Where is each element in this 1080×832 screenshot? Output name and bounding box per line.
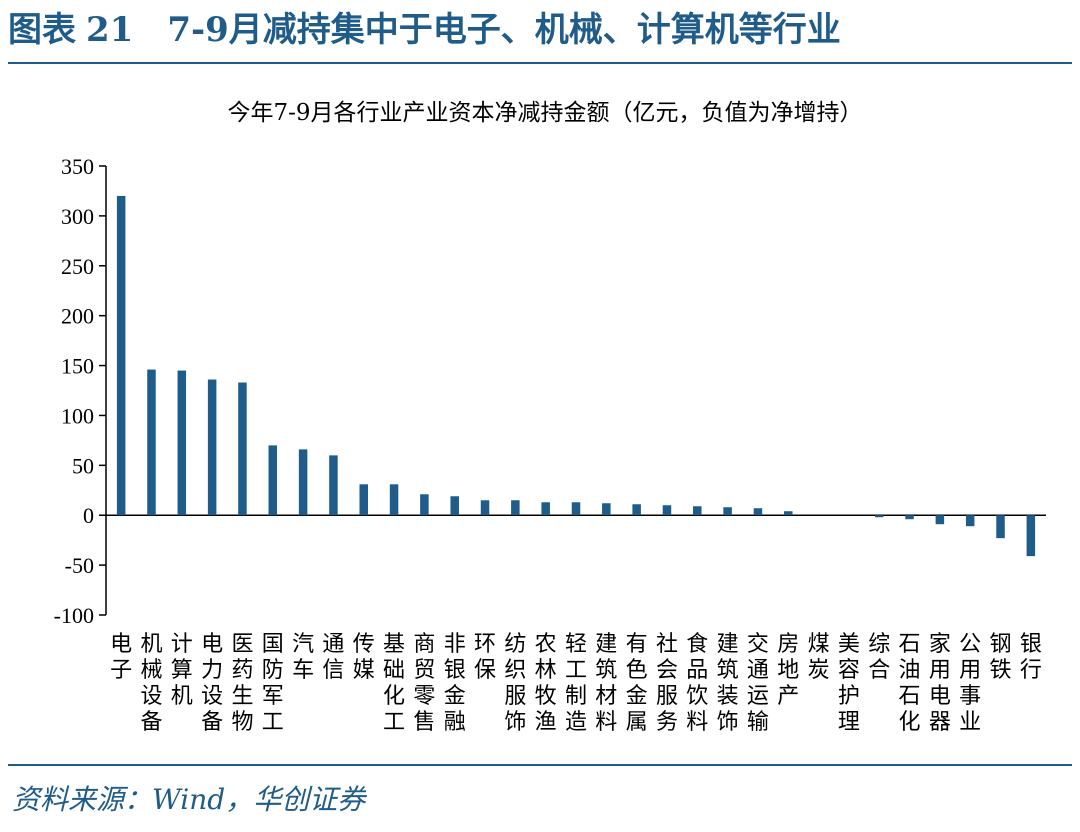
bar-29 xyxy=(965,515,975,527)
category-label: 传媒 xyxy=(353,632,375,683)
category-label: 环保 xyxy=(474,632,496,683)
category-label: 煤炭 xyxy=(808,632,830,683)
bar-4 xyxy=(207,379,217,516)
chart-title: 今年7-9月各行业产业资本净减持金额（亿元，负值为净增持） xyxy=(227,100,862,126)
bar-17 xyxy=(602,503,611,516)
bar-5 xyxy=(238,382,247,516)
bar-10 xyxy=(389,484,399,516)
bar-chart: 今年7-9月各行业产业资本净减持金额（亿元，负值为净增持） 350 300 250 2… xyxy=(54,100,1046,735)
category-label: 建筑材料 xyxy=(595,632,617,735)
category-label: 交通运输 xyxy=(747,632,769,735)
category-label: 计算机 xyxy=(171,632,193,709)
y-tick-label: 200 xyxy=(61,304,94,329)
top-rule xyxy=(8,62,1072,64)
category-label: 有色金属 xyxy=(626,632,648,735)
category-label: 国防军工 xyxy=(262,632,284,735)
category-label: 农林牧渔 xyxy=(535,632,557,735)
category-label: 汽车 xyxy=(292,632,314,683)
figure-title: 图表 21 7-9月减持集中于电子、机械、计算机等行业 xyxy=(8,6,841,54)
figure-title-text: 7-9月减持集中于电子、机械、计算机等行业 xyxy=(167,10,841,50)
category-label: 社会服务 xyxy=(656,632,678,735)
category-label: 商贸零售 xyxy=(413,632,435,735)
bar-11 xyxy=(420,494,429,516)
chart-axes: 350 300 250 200 150 100 50 0 -50 -100 xyxy=(54,154,1046,628)
source-note: 资料来源：Wind，华创证券 xyxy=(12,783,366,816)
bar-9 xyxy=(359,484,368,516)
bar-18 xyxy=(632,504,641,516)
category-labels: 电子机械设备计算机电力设备医药生物国防军工汽车通信传媒基础化工商贸零售非银金融环… xyxy=(110,632,1042,735)
figure-label: 图表 xyxy=(8,10,76,50)
bar-22 xyxy=(753,508,763,516)
bar-27 xyxy=(905,515,914,520)
category-label: 家用电器 xyxy=(929,632,951,735)
category-label: 医药生物 xyxy=(231,632,253,735)
bar-12 xyxy=(450,496,459,516)
bar-3 xyxy=(177,370,187,516)
y-tick-label: -100 xyxy=(54,603,94,628)
bar-28 xyxy=(935,515,945,525)
bar-7 xyxy=(298,449,308,516)
y-tick-label: 300 xyxy=(61,204,94,229)
bar-1 xyxy=(116,195,126,516)
category-label: 电子 xyxy=(110,632,132,683)
bar-30 xyxy=(996,515,1005,539)
y-tick-label: 100 xyxy=(61,403,94,428)
y-tick-label: 50 xyxy=(72,453,94,478)
category-label: 机械设备 xyxy=(140,632,162,735)
y-tick-label: 350 xyxy=(61,154,94,179)
bar-31 xyxy=(1026,515,1036,557)
category-label: 银行 xyxy=(1020,632,1042,683)
category-label: 美容护理 xyxy=(838,632,860,735)
figure-number: 21 xyxy=(86,10,134,50)
category-label: 钢铁 xyxy=(990,632,1012,683)
chart-bars xyxy=(116,195,1036,557)
bar-13 xyxy=(480,500,490,516)
category-label: 电力设备 xyxy=(201,632,223,735)
bar-15 xyxy=(541,502,550,516)
category-label: 非银金融 xyxy=(444,632,466,735)
bar-8 xyxy=(329,455,338,516)
bar-21 xyxy=(723,507,732,516)
y-tick-label: 150 xyxy=(61,354,94,379)
y-tick-label: 250 xyxy=(61,254,94,279)
bar-23 xyxy=(784,511,793,516)
category-label: 综合 xyxy=(868,632,890,683)
bar-6 xyxy=(268,445,278,516)
bottom-rule xyxy=(8,764,1072,766)
category-label: 石油石化 xyxy=(899,632,921,735)
bar-2 xyxy=(147,369,156,516)
category-label: 基础化工 xyxy=(383,632,405,735)
y-tick-label: -50 xyxy=(65,553,94,578)
category-label: 公用事业 xyxy=(959,632,981,735)
category-label: 房地产 xyxy=(777,632,799,709)
category-label: 轻工制造 xyxy=(565,632,587,735)
y-tick-label: 0 xyxy=(83,503,94,528)
bar-14 xyxy=(511,500,520,516)
category-label: 纺织服饰 xyxy=(504,632,526,735)
bar-16 xyxy=(571,502,581,516)
category-label: 食品饮料 xyxy=(686,632,708,735)
bar-26 xyxy=(874,515,884,518)
category-label: 建筑装饰 xyxy=(717,632,739,735)
bar-20 xyxy=(693,506,702,516)
category-label: 通信 xyxy=(322,632,344,683)
bar-19 xyxy=(662,505,672,516)
